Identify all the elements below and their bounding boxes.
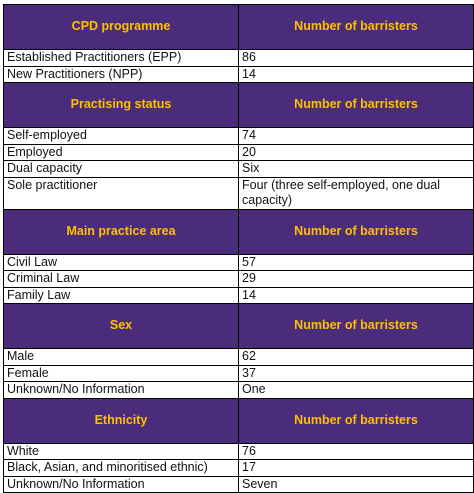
row-label: Dual capacity	[3, 160, 239, 178]
barrister-statistics-table: CPD programme Number of barristers Estab…	[3, 4, 474, 493]
table-row: White 76	[3, 442, 474, 460]
section-heading: CPD programme	[3, 4, 239, 50]
row-label: Sole practitioner	[3, 176, 239, 210]
row-value: 76	[238, 442, 474, 460]
table-row: Female 37	[3, 364, 474, 382]
row-label: Self-employed	[3, 127, 239, 145]
section-header-ethnicity: Ethnicity Number of barristers	[3, 397, 474, 444]
table-row: Family Law 14	[3, 286, 474, 304]
row-value: 74	[238, 127, 474, 145]
table-row: Sole practitioner Four (three self-emplo…	[3, 176, 474, 210]
row-value: 17	[238, 459, 474, 477]
row-label: White	[3, 442, 239, 460]
row-label: Civil Law	[3, 253, 239, 271]
row-label: Unknown/No Information	[3, 475, 239, 493]
section-heading: Ethnicity	[3, 397, 239, 444]
section-heading: Practising status	[3, 82, 239, 128]
row-label: Male	[3, 348, 239, 366]
table-row: Established Practitioners (EPP) 86	[3, 49, 474, 67]
table-row: Employed 20	[3, 143, 474, 161]
column-heading-number-of-barristers: Number of barristers	[238, 208, 474, 255]
section-heading: Main practice area	[3, 208, 239, 255]
section-heading: Sex	[3, 303, 239, 349]
row-value: 29	[238, 270, 474, 288]
table-row: Criminal Law 29	[3, 270, 474, 288]
column-heading-number-of-barristers: Number of barristers	[238, 4, 474, 50]
table-row: Unknown/No Information One	[3, 381, 474, 399]
table-row: Male 62	[3, 348, 474, 366]
row-label: Family Law	[3, 286, 239, 304]
row-label: Criminal Law	[3, 270, 239, 288]
section-header-sex: Sex Number of barristers	[3, 303, 474, 349]
row-value: 37	[238, 364, 474, 382]
table-row: Dual capacity Six	[3, 160, 474, 178]
row-label: Established Practitioners (EPP)	[3, 49, 239, 67]
table-row: Civil Law 57	[3, 253, 474, 271]
row-value: Four (three self-employed, one dual capa…	[238, 176, 474, 210]
section-header-cpd-programme: CPD programme Number of barristers	[3, 4, 474, 50]
row-value: Seven	[238, 475, 474, 493]
row-label: Black, Asian, and minoritised ethnic)	[3, 459, 239, 477]
row-value: 14	[238, 65, 474, 83]
row-label: Unknown/No Information	[3, 381, 239, 399]
section-header-practising-status: Practising status Number of barristers	[3, 82, 474, 128]
table-row: Black, Asian, and minoritised ethnic) 17	[3, 459, 474, 477]
column-heading-number-of-barristers: Number of barristers	[238, 303, 474, 349]
row-value: 57	[238, 253, 474, 271]
column-heading-number-of-barristers: Number of barristers	[238, 397, 474, 444]
row-value: Six	[238, 160, 474, 178]
table-row: Unknown/No Information Seven	[3, 475, 474, 493]
row-label: Employed	[3, 143, 239, 161]
column-heading-number-of-barristers: Number of barristers	[238, 82, 474, 128]
row-value: 86	[238, 49, 474, 67]
section-header-main-practice-area: Main practice area Number of barristers	[3, 208, 474, 255]
row-value: 62	[238, 348, 474, 366]
row-label: New Practitioners (NPP)	[3, 65, 239, 83]
table-row: Self-employed 74	[3, 127, 474, 145]
table-row: New Practitioners (NPP) 14	[3, 65, 474, 83]
row-label: Female	[3, 364, 239, 382]
row-value: 20	[238, 143, 474, 161]
row-value: One	[238, 381, 474, 399]
row-value: 14	[238, 286, 474, 304]
